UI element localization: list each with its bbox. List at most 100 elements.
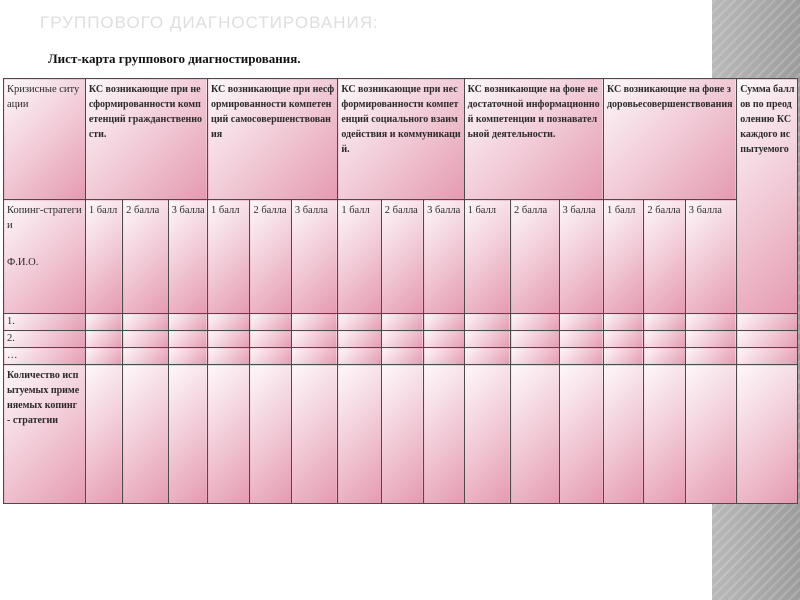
table-cell xyxy=(684,330,738,348)
points-cell: 2 балла xyxy=(249,199,292,314)
table-cell xyxy=(207,313,251,331)
group-header-social-interaction: КС возникающие при несформированности ко… xyxy=(337,78,465,200)
table-points-row: Копинг-стратегии Ф.И.О. 1 балл 2 балла 3… xyxy=(3,199,798,314)
group-header-citizenship: КС возникающие при несформированности ко… xyxy=(84,78,209,200)
row-label: 1. xyxy=(3,313,86,331)
table-cell xyxy=(84,347,124,365)
group-header-health: КС возникающие на фоне здоровьесовершенс… xyxy=(602,78,738,200)
table-row: 2. xyxy=(3,330,798,348)
table-cell xyxy=(643,347,686,365)
table-cell xyxy=(736,364,798,504)
table-cell xyxy=(337,347,382,365)
table-cell xyxy=(510,347,560,365)
table-cell xyxy=(167,347,209,365)
table-cell xyxy=(84,330,124,348)
table-cell xyxy=(249,364,292,504)
table-cell xyxy=(602,364,645,504)
table-cell xyxy=(684,347,738,365)
table-cell xyxy=(463,313,512,331)
table-cell xyxy=(290,364,339,504)
table-cell xyxy=(602,330,645,348)
table-cell xyxy=(736,347,798,365)
table-cell xyxy=(463,330,512,348)
table-cell xyxy=(122,313,169,331)
points-cell: 3 балла xyxy=(167,199,209,314)
table-cell xyxy=(643,364,686,504)
table-cell xyxy=(122,364,169,504)
points-cell: 1 балл xyxy=(463,199,512,314)
table-row: 1. xyxy=(3,313,798,331)
row-label: 2. xyxy=(3,330,86,348)
table-cell xyxy=(463,347,512,365)
count-row: Количество испытуемых применяемых копинг… xyxy=(3,364,798,504)
group-header-information-competence: КС возникающие на фоне недостаточной инф… xyxy=(463,78,604,200)
table-cell xyxy=(249,330,292,348)
table-cell xyxy=(122,347,169,365)
slide-heading: ГРУППОВОГО ДИАГНОСТИРОВАНИЯ: xyxy=(40,13,379,32)
table-cell xyxy=(423,364,465,504)
points-cell: 2 балла xyxy=(122,199,169,314)
table-cell xyxy=(167,313,209,331)
table-cell xyxy=(290,347,339,365)
table-cell xyxy=(337,364,382,504)
table-cell xyxy=(510,364,560,504)
points-cell: 2 балла xyxy=(643,199,686,314)
sum-header: Сумма баллов по преодолению КС каждого и… xyxy=(736,78,798,314)
count-row-label: Количество испытуемых применяемых копинг… xyxy=(3,364,86,504)
table-cell xyxy=(558,313,604,331)
table-cell xyxy=(207,330,251,348)
points-cell: 1 балл xyxy=(337,199,382,314)
table-cell xyxy=(643,313,686,331)
table-cell xyxy=(380,313,425,331)
table-cell xyxy=(510,313,560,331)
table-cell xyxy=(207,347,251,365)
table-cell xyxy=(380,330,425,348)
points-cell: 3 балла xyxy=(684,199,738,314)
table-cell xyxy=(207,364,251,504)
points-cell: 1 балл xyxy=(207,199,251,314)
points-cell: 2 балла xyxy=(510,199,560,314)
table-cell xyxy=(558,364,604,504)
corner-cell-crisis-situations: Кризисные ситуации xyxy=(3,78,86,200)
table-cell xyxy=(380,347,425,365)
table-cell xyxy=(84,313,124,331)
table-cell xyxy=(84,364,124,504)
table-cell xyxy=(167,330,209,348)
table-cell xyxy=(684,364,738,504)
table-cell xyxy=(423,330,465,348)
table-cell xyxy=(167,364,209,504)
table-cell xyxy=(380,364,425,504)
table-cell xyxy=(602,313,645,331)
corner-cell-coping-strategies: Копинг-стратегии Ф.И.О. xyxy=(3,199,86,314)
row-label: … xyxy=(3,347,86,365)
points-cell: 1 балл xyxy=(602,199,645,314)
sheet-title: Лист-карта группового диагностирования. xyxy=(48,51,301,66)
coping-strategies-label: Копинг-стратегии xyxy=(7,205,82,231)
table-cell xyxy=(337,330,382,348)
diagnostic-table: Кризисные ситуации КС возникающие при не… xyxy=(3,78,798,504)
table-cell xyxy=(602,347,645,365)
table-cell xyxy=(337,313,382,331)
table-cell xyxy=(249,347,292,365)
table-cell xyxy=(423,347,465,365)
table-cell xyxy=(558,347,604,365)
table-cell xyxy=(423,313,465,331)
table-header-row: Кризисные ситуации КС возникающие при не… xyxy=(3,78,798,314)
table-cell xyxy=(643,330,686,348)
points-cell: 2 балла xyxy=(380,199,425,314)
full-name-label: Ф.И.О. xyxy=(7,257,39,268)
table-cell xyxy=(736,313,798,331)
table-cell xyxy=(290,330,339,348)
points-cell: 1 балл xyxy=(84,199,124,314)
table-cell xyxy=(558,330,604,348)
points-cell: 3 балла xyxy=(423,199,465,314)
table-cell xyxy=(684,313,738,331)
points-cell: 3 балла xyxy=(558,199,604,314)
table-cell xyxy=(249,313,292,331)
table-cell xyxy=(290,313,339,331)
table-cell xyxy=(736,330,798,348)
group-header-self-improvement: КС возникающие при несформированности ко… xyxy=(207,78,339,200)
table-cell xyxy=(463,364,512,504)
table-cell xyxy=(122,330,169,348)
table-cell xyxy=(510,330,560,348)
